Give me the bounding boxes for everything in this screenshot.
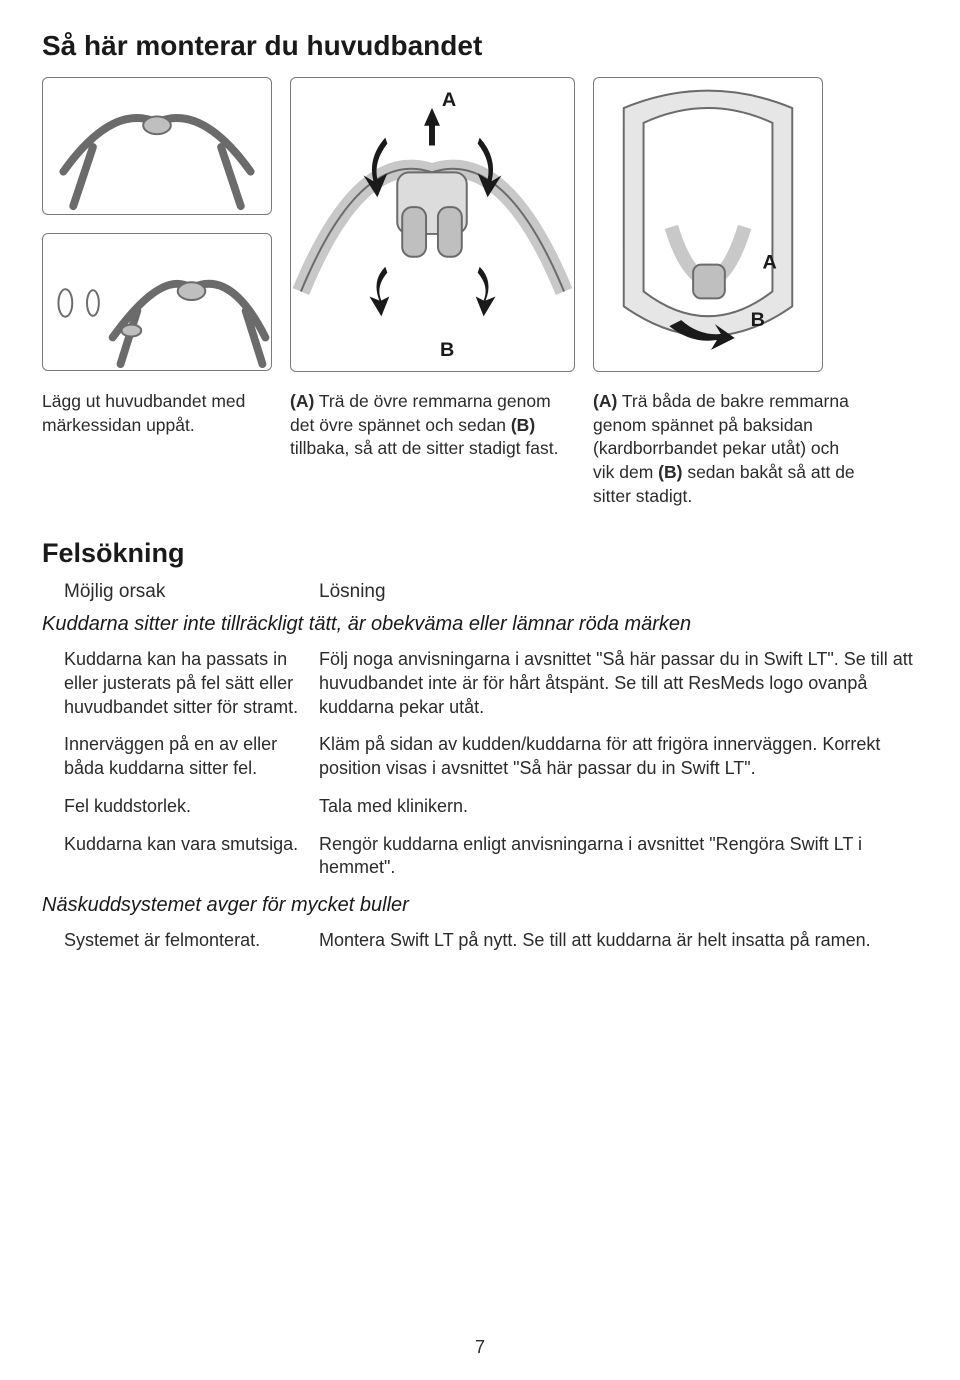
solution-cell: Tala med klinikern. [319,795,918,819]
figure-3: A B [593,77,823,372]
caption-2-text2: tillbaka, så att de sitter stadigt fast. [290,438,558,458]
caption-3-a: (A) [593,391,617,411]
figure-1-top [42,77,272,215]
figure-2-label-a: A [442,89,456,111]
caption-2-a: (A) [290,391,314,411]
col-cause-header: Möjlig orsak [64,581,319,603]
cause-cell: Kuddarna kan vara smutsiga. [64,833,319,881]
solution-cell: Kläm på sidan av kudden/kuddarna för att… [319,733,918,781]
figure-3-label-a: A [763,252,777,274]
figure-1-bottom [42,233,272,371]
section-2-title: Näskuddsystemet avger för mycket buller [42,894,918,917]
page-title: Så här monterar du huvudbandet [42,30,918,62]
cause-cell: Innerväggen på en av eller båda kuddarna… [64,733,319,781]
diagram-row: A B A B Svenska [42,77,918,372]
troubleshoot-header: Möjlig orsak Lösning [64,581,918,603]
troubleshoot-table: Möjlig orsak Lösning Kuddarna sitter int… [42,581,918,953]
section-1-title: Kuddarna sitter inte tillräckligt tätt, … [42,613,918,636]
figure-1 [42,77,272,372]
solution-cell: Rengör kuddarna enligt anvisningarna i a… [319,833,918,881]
col-solution-header: Lösning [319,581,386,603]
table-row: Systemet är felmonterat. Montera Swift L… [64,929,918,953]
figure-3-label-b: B [751,309,765,331]
cause-cell: Kuddarna kan ha passats in eller justera… [64,648,319,719]
caption-1: Lägg ut huvudbandet med märkessidan uppå… [42,390,272,508]
solution-cell: Följ noga anvisningarna i avsnittet "Så … [319,648,918,719]
caption-row: Lägg ut huvudbandet med märkessidan uppå… [42,390,918,508]
caption-3: (A) Trä båda de bakre remmarna genom spä… [593,390,863,508]
table-row: Kuddarna kan vara smutsiga. Rengör kudda… [64,833,918,881]
cause-cell: Fel kuddstorlek. [64,795,319,819]
caption-2: (A) Trä de övre remmarna genom det övre … [290,390,575,508]
table-row: Kuddarna kan ha passats in eller justera… [64,648,918,719]
troubleshoot-heading: Felsökning [42,538,918,569]
figure-2: A B [290,77,575,372]
caption-2-b: (B) [511,415,535,435]
table-row: Fel kuddstorlek. Tala med klinikern. [64,795,918,819]
figure-2-label-b: B [440,339,454,361]
solution-cell: Montera Swift LT på nytt. Se till att ku… [319,929,918,953]
cause-cell: Systemet är felmonterat. [64,929,319,953]
page-number: 7 [0,1337,960,1358]
caption-3-b: (B) [658,462,682,482]
table-row: Innerväggen på en av eller båda kuddarna… [64,733,918,781]
